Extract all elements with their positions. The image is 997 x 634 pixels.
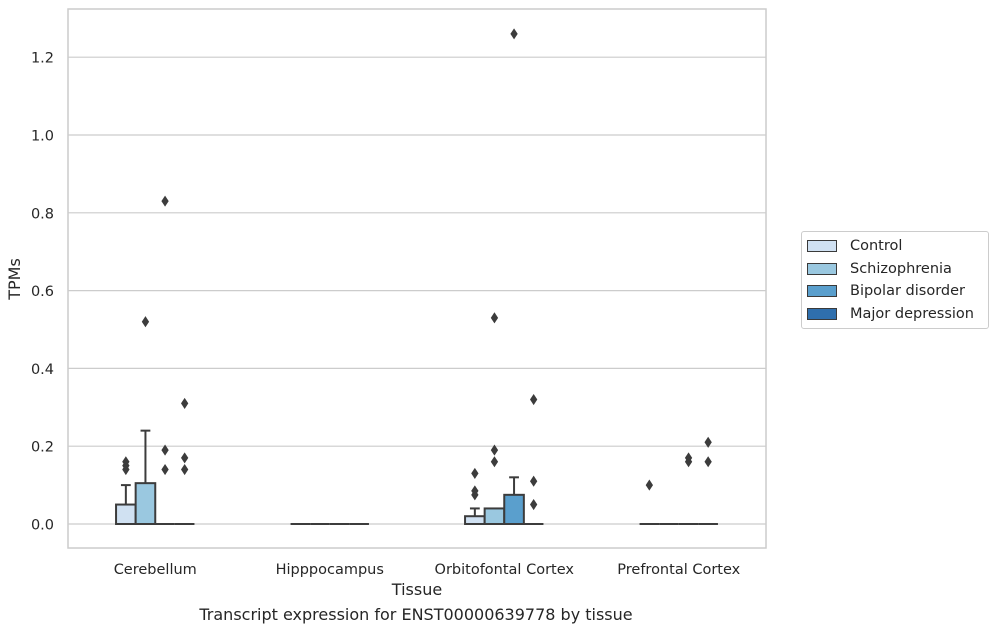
- x-tick-label: Cerebellum: [114, 562, 197, 578]
- boxes-layer: [115, 429, 718, 526]
- outlier-point: [180, 397, 189, 409]
- outlier-point: [141, 316, 150, 328]
- legend-item: Bipolar disorder: [802, 280, 988, 303]
- x-tick-labels: Cerebellum Hipppocampus Orbitofontal Corte…: [114, 562, 741, 578]
- outlier-point: [180, 452, 189, 464]
- outlier-point: [490, 312, 499, 324]
- box-schizophrenia: [134, 429, 157, 525]
- y-tick-label: 0.4: [31, 362, 54, 378]
- legend-swatch: [807, 307, 837, 320]
- y-axis-label: TPMs: [5, 258, 24, 301]
- axes-frame: [67, 8, 767, 549]
- box-body: [115, 503, 137, 525]
- chart-caption: Transcript expression for ENST0000063977…: [199, 605, 633, 624]
- legend-item: Control: [802, 235, 988, 258]
- y-tick-label: 1.0: [31, 129, 54, 145]
- x-tick-label: Orbitofontal Cortex: [435, 562, 575, 578]
- outlier-point: [684, 452, 693, 464]
- outlier-point: [161, 195, 169, 207]
- legend-label: Schizophrenia: [850, 260, 952, 277]
- y-tick-label: 0.2: [31, 440, 54, 456]
- outlier-point: [510, 28, 518, 40]
- box-control: [115, 484, 137, 525]
- outlier-point: [161, 463, 169, 476]
- legend: Control Schizophrenia Bipolar disorder Majo…: [801, 231, 989, 329]
- x-tick-label: Prefrontal Cortex: [617, 562, 740, 578]
- y-tick-label: 0.0: [31, 518, 54, 534]
- y-tick-label: 0.6: [31, 284, 54, 300]
- outlier-point: [490, 444, 499, 456]
- legend-label: Bipolar disorder: [850, 283, 965, 300]
- x-tick-label: Hipppocampus: [276, 562, 384, 578]
- outlier-point: [471, 467, 479, 479]
- box-control: [464, 507, 486, 525]
- outlier-point: [490, 456, 499, 468]
- grid-layer: [68, 56, 766, 525]
- outlier-point: [529, 475, 538, 487]
- legend-label: Major depression: [850, 305, 974, 322]
- outlier-point: [180, 463, 189, 476]
- outlier-point: [704, 436, 712, 448]
- box-body: [503, 493, 525, 526]
- legend-swatch: [807, 240, 837, 253]
- legend-item: Major depression: [802, 303, 988, 326]
- box-bipolar-disorder: [503, 476, 525, 526]
- y-tick-label: 0.8: [31, 206, 54, 222]
- outlier-point: [704, 456, 712, 468]
- x-axis-label: Tissue: [391, 580, 442, 599]
- outlier-point: [529, 393, 538, 406]
- outlier-point: [471, 485, 479, 497]
- y-tick-labels: 0.0 0.2 0.4 0.6 0.8 1.0 1.2: [31, 51, 54, 534]
- box-body: [134, 482, 157, 525]
- outlier-point: [645, 479, 654, 491]
- box-body: [464, 515, 486, 525]
- box-schizophrenia: [483, 507, 506, 526]
- legend-item: Schizophrenia: [802, 258, 988, 281]
- legend-swatch: [807, 262, 837, 275]
- box-body: [483, 507, 506, 526]
- fliers-layer: [122, 28, 712, 511]
- legend-label: Control: [850, 238, 903, 255]
- legend-swatch: [807, 285, 837, 298]
- outlier-point: [161, 444, 169, 456]
- outlier-point: [122, 456, 130, 468]
- y-tick-label: 1.2: [31, 51, 54, 67]
- plot-frame: [67, 8, 767, 549]
- outlier-point: [529, 499, 538, 511]
